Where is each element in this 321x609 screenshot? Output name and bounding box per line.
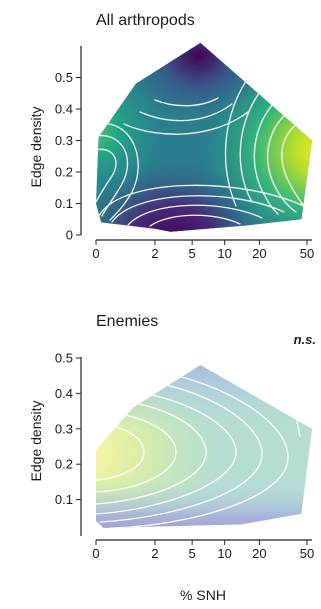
x-tick-label: 2 [151,546,158,561]
panel-b-y-ticks: 0.1 0.2 0.3 0.4 0.5 [55,351,81,507]
panel-a-surface [96,42,312,232]
y-tick-label: 0.3 [55,133,73,148]
y-tick-label: 0 [66,228,73,243]
panel-a-y-ticks: 0 0.1 0.2 0.3 0.4 0.5 [55,70,81,243]
panel-all-arthropods: All arthropods Edge density [28,12,314,261]
y-tick-label: 0.5 [55,70,73,85]
panel-b-axes [80,357,312,541]
x-tick-label: 10 [217,546,231,561]
y-tick-label: 0.4 [55,386,73,401]
panel-b-x-ticks: 0 2 5 10 20 50 [92,540,314,561]
panel-b-surface [96,365,312,528]
panel-a-y-axis-label: Edge density [28,107,44,188]
y-tick-label: 0.5 [55,351,73,366]
x-tick-label: 2 [151,246,158,261]
x-tick-label: 50 [300,246,314,261]
x-tick-label: 20 [252,546,266,561]
y-tick-label: 0.2 [55,165,73,180]
panel-b-title: Enemies [96,313,158,330]
y-tick-label: 0.3 [55,421,73,436]
panel-b-y-axis-label: Edge density [28,401,44,482]
y-tick-label: 0.2 [55,457,73,472]
y-tick-label: 0.4 [55,102,73,117]
x-tick-label: 10 [217,246,231,261]
x-tick-label: 5 [189,546,196,561]
x-tick-label: 50 [300,546,314,561]
panel-enemies: Enemies n.s. Edge density 0.10.20.30.40.… [28,313,316,603]
x-tick-label: 0 [92,546,99,561]
y-tick-label: 0.1 [55,492,73,507]
panel-b-significance-note: n.s. [294,332,316,347]
x-tick-label: 20 [252,246,266,261]
x-tick-label: 5 [189,246,196,261]
x-axis-label: % SNH [180,587,226,603]
panel-a-x-ticks: 0 2 5 10 20 50 [92,240,314,261]
panel-a-title: All arthropods [96,12,195,29]
y-tick-label: 0.1 [55,196,73,211]
x-tick-label: 0 [92,246,99,261]
